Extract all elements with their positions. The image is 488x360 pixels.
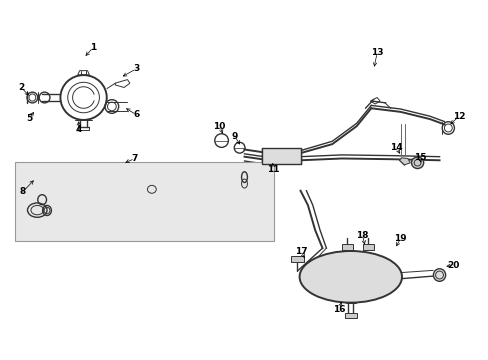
Bar (341, 244, 352, 250)
Text: 17: 17 (294, 247, 307, 256)
Bar (362, 244, 373, 250)
Text: 15: 15 (413, 153, 426, 162)
Bar (344, 314, 356, 318)
Text: 19: 19 (393, 234, 406, 243)
Text: 13: 13 (370, 48, 383, 57)
Bar (290, 256, 303, 262)
Polygon shape (399, 158, 409, 165)
Text: 8: 8 (20, 187, 26, 196)
Text: 3: 3 (133, 64, 139, 73)
Text: 4: 4 (75, 125, 81, 134)
Ellipse shape (299, 251, 401, 303)
Bar (15, 162, 273, 241)
Text: 7: 7 (131, 154, 138, 163)
Text: 9: 9 (231, 132, 238, 141)
Text: 18: 18 (356, 231, 368, 240)
Text: 20: 20 (446, 261, 458, 270)
Text: 6: 6 (133, 110, 139, 119)
Text: 1: 1 (90, 43, 96, 52)
Bar (261, 148, 300, 164)
Text: 16: 16 (333, 305, 345, 314)
Text: 14: 14 (389, 143, 402, 152)
Ellipse shape (411, 157, 423, 168)
Text: 12: 12 (452, 112, 465, 121)
Text: 10: 10 (213, 122, 225, 131)
Text: 5: 5 (26, 114, 32, 123)
Text: 2: 2 (18, 83, 24, 92)
Ellipse shape (432, 269, 445, 281)
Text: 11: 11 (266, 165, 279, 174)
